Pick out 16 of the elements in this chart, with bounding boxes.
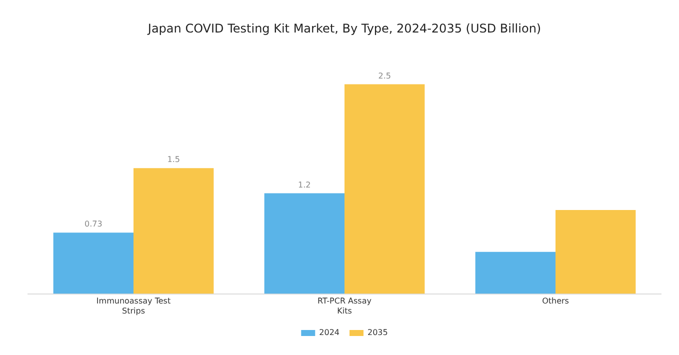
chart-title: Japan COVID Testing Kit Market, By Type, 2024-2035 (USD Billion) (146, 21, 542, 36)
bar (134, 168, 214, 294)
x-tick-label: Others (542, 296, 569, 306)
x-tick-label: Immunoassay Test Strips (96, 296, 171, 316)
bar (556, 210, 636, 294)
bar (53, 232, 134, 294)
bar (264, 193, 344, 294)
bar (344, 84, 425, 294)
bar (475, 252, 556, 294)
data-label: 2.5 (378, 71, 391, 80)
data-label: 0.73 (84, 220, 102, 229)
legend-label: 2024 (319, 328, 340, 338)
legend-label: 2035 (368, 328, 388, 338)
data-label: 1.5 (167, 155, 180, 164)
x-tick-label: RT-PCR Assay Kits (318, 296, 372, 316)
data-label: 1.2 (298, 180, 311, 190)
